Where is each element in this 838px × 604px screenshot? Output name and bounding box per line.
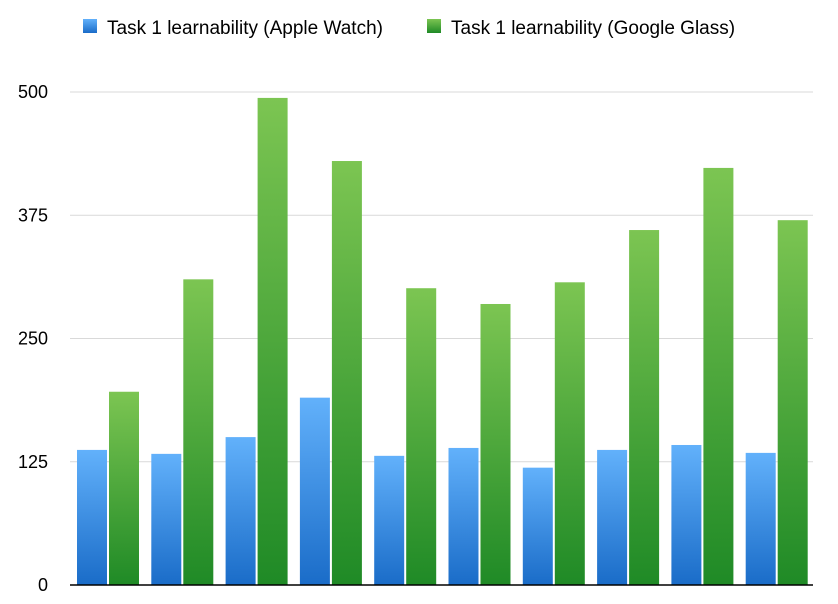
- y-tick-label: 500: [18, 82, 48, 102]
- bar-google-glass: [331, 161, 362, 585]
- legend-swatch-apple-watch: [83, 19, 97, 33]
- y-tick-label: 0: [38, 575, 48, 595]
- gridlines: [70, 91, 813, 463]
- legend-label-apple-watch: Task 1 learnability (Apple Watch): [107, 18, 383, 39]
- y-tick-label: 250: [18, 329, 48, 349]
- y-axis-ticks: 0 125 250 375 500: [18, 82, 48, 595]
- bar-google-glass: [703, 167, 734, 585]
- bars: [77, 97, 808, 586]
- y-tick-label: 375: [18, 205, 48, 225]
- legend-label-google-glass: Task 1 learnability (Google Glass): [451, 18, 735, 39]
- bar-apple-watch: [151, 453, 182, 585]
- bar-google-glass: [480, 303, 511, 585]
- bar-google-glass: [629, 230, 660, 586]
- bar-apple-watch: [522, 467, 553, 585]
- bar-apple-watch: [374, 455, 405, 585]
- y-tick-label: 125: [18, 452, 48, 472]
- bar-google-glass: [183, 279, 214, 585]
- legend: Task 1 learnability (Apple Watch) Task 1…: [83, 18, 735, 39]
- bar-apple-watch: [448, 447, 479, 585]
- bar-google-glass: [109, 391, 139, 585]
- bar-google-glass: [554, 282, 585, 585]
- legend-swatch-google-glass: [427, 19, 441, 33]
- bar-apple-watch: [77, 449, 107, 585]
- bar-apple-watch: [745, 452, 776, 585]
- bar-google-glass: [777, 220, 808, 585]
- bar-apple-watch: [299, 397, 330, 585]
- bar-apple-watch: [225, 437, 256, 585]
- bar-apple-watch: [597, 449, 628, 585]
- bar-google-glass: [257, 97, 288, 585]
- bar-apple-watch: [671, 444, 702, 585]
- bar-google-glass: [406, 288, 437, 585]
